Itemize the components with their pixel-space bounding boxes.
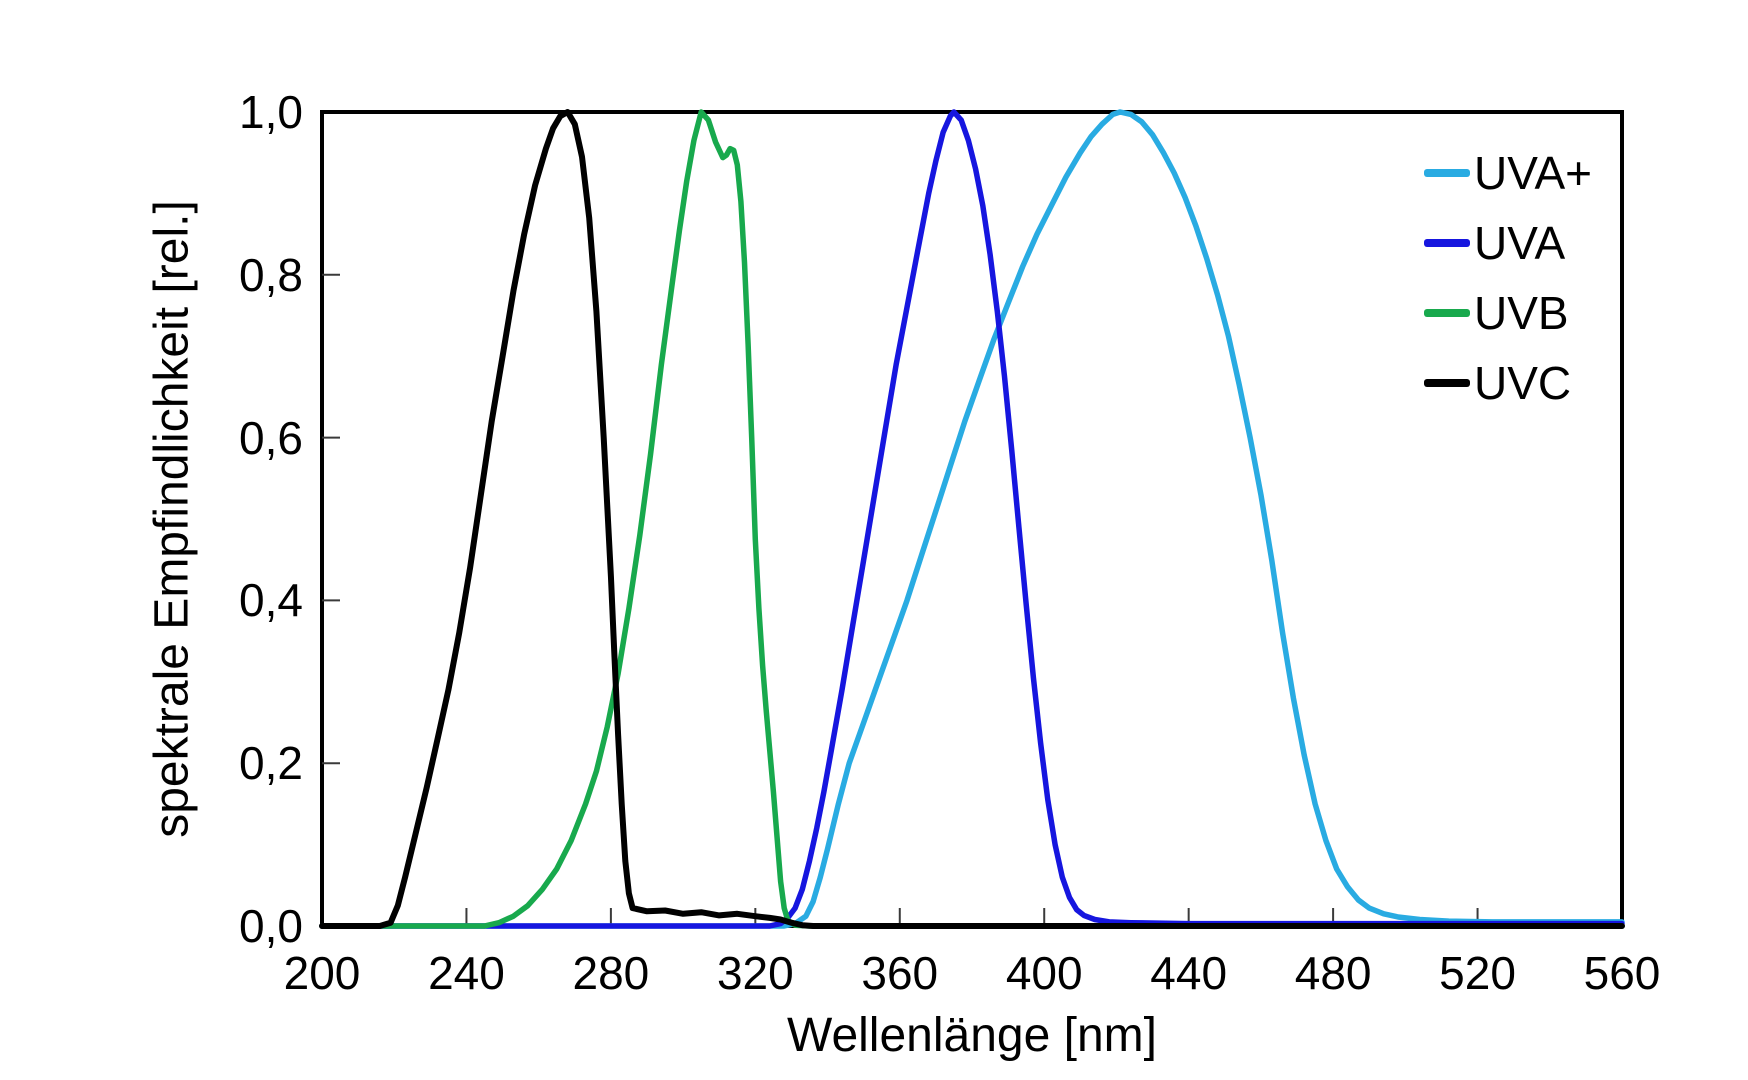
x-tick-label: 520 <box>1439 947 1516 999</box>
x-tick-label: 280 <box>572 947 650 999</box>
curve-uva-plus <box>319 109 1625 929</box>
legend-swatch-icon <box>1424 169 1470 177</box>
legend-item-uvc: UVC <box>1424 348 1592 418</box>
legend-swatch-icon <box>1424 309 1470 317</box>
curve-uvc <box>319 109 1625 929</box>
x-tick-label: 400 <box>1005 947 1083 999</box>
legend-item-uva-plus: UVA+ <box>1424 138 1592 208</box>
legend-label: UVC <box>1474 357 1572 409</box>
y-tick-label: 0,4 <box>239 574 303 627</box>
legend-label: UVA <box>1474 217 1566 269</box>
legend-item-uva: UVA <box>1424 208 1592 278</box>
curve-uvb <box>319 109 1625 929</box>
x-tick-label: 560 <box>1583 947 1661 999</box>
y-tick-label: 0,0 <box>239 900 303 952</box>
x-tick-label: 200 <box>283 947 361 999</box>
legend-swatch-icon <box>1424 239 1470 247</box>
x-tick-label: 440 <box>1150 947 1228 999</box>
y-tick-label: 0,2 <box>239 737 303 790</box>
x-tick-label: 480 <box>1294 947 1372 999</box>
y-tick-label: 1,0 <box>239 86 303 138</box>
legend-label: UVB <box>1474 287 1569 339</box>
x-tick-label: 320 <box>716 947 794 999</box>
legend-label: UVA+ <box>1474 147 1593 199</box>
x-axis-title: Wellenlänge [nm] <box>787 1009 1157 1062</box>
legend-item-uvb: UVB <box>1424 278 1592 348</box>
y-tick-label: 0,6 <box>239 411 303 464</box>
legend: UVA+ UVA UVB UVC <box>1424 138 1592 418</box>
y-tick-label: 0,8 <box>239 248 303 301</box>
x-tick-label: 360 <box>861 947 939 999</box>
x-tick-label: 240 <box>428 947 505 999</box>
legend-swatch-icon <box>1424 379 1470 387</box>
curve-uva <box>319 109 1625 929</box>
